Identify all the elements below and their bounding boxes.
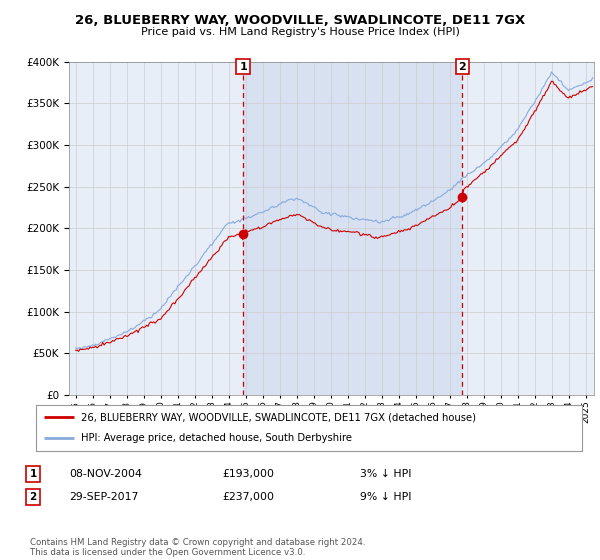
Text: 3% ↓ HPI: 3% ↓ HPI [360,469,412,479]
Text: 2: 2 [458,62,466,72]
Text: 9% ↓ HPI: 9% ↓ HPI [360,492,412,502]
Text: 26, BLUEBERRY WAY, WOODVILLE, SWADLINCOTE, DE11 7GX: 26, BLUEBERRY WAY, WOODVILLE, SWADLINCOT… [75,14,525,27]
Text: £237,000: £237,000 [222,492,274,502]
Text: 29-SEP-2017: 29-SEP-2017 [69,492,139,502]
Text: HPI: Average price, detached house, South Derbyshire: HPI: Average price, detached house, Sout… [82,433,352,444]
Text: £193,000: £193,000 [222,469,274,479]
Text: 1: 1 [239,62,247,72]
Text: 26, BLUEBERRY WAY, WOODVILLE, SWADLINCOTE, DE11 7GX (detached house): 26, BLUEBERRY WAY, WOODVILLE, SWADLINCOT… [82,412,476,422]
Bar [243,62,463,395]
Text: Contains HM Land Registry data © Crown copyright and database right 2024.
This d: Contains HM Land Registry data © Crown c… [30,538,365,557]
Text: 08-NOV-2004: 08-NOV-2004 [69,469,142,479]
Text: Price paid vs. HM Land Registry's House Price Index (HPI): Price paid vs. HM Land Registry's House … [140,27,460,38]
Text: 2: 2 [29,492,37,502]
Text: 1: 1 [29,469,37,479]
